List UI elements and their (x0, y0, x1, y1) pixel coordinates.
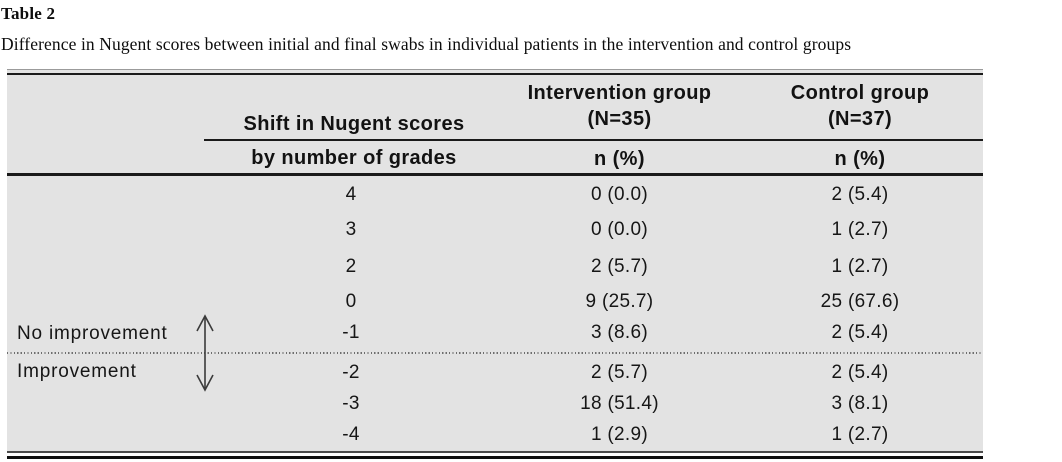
table-label: Table 2 (1, 4, 56, 23)
intervention-cell: 18 (51.4) (580, 393, 659, 414)
table-row: 0 9 (25.7) 25 (67.6) (7, 289, 983, 315)
control-cell: 2 (5.4) (831, 322, 889, 343)
grade-cell: 0 (345, 291, 357, 312)
table-row: 2 2 (5.7) 1 (2.7) (7, 254, 983, 280)
bottom-rule-thin (7, 451, 983, 453)
intervention-cell: 1 (2.9) (590, 424, 648, 445)
control-cell: 2 (5.4) (831, 184, 889, 205)
grade-cell: -2 (342, 362, 360, 383)
grade-cell: -4 (342, 424, 360, 445)
grade-cell: -1 (342, 322, 360, 343)
intervention-group-n: (N=35) (587, 108, 652, 130)
improvement-label: Improvement (17, 361, 137, 382)
intervention-cell: 2 (5.7) (590, 256, 648, 277)
control-cell: 1 (2.7) (831, 219, 889, 240)
table-row: -2 2 (5.7) 2 (5.4) (7, 360, 983, 386)
no-improvement-label: No improvement (17, 323, 168, 344)
grade-cell: -3 (342, 393, 360, 414)
top-rule-thin (7, 69, 983, 70)
intervention-group-header: Intervention group (527, 82, 712, 104)
top-rule (7, 72, 983, 76)
table-caption-block: Table 2 Difference in Nugent scores betw… (1, 4, 1062, 54)
stub-header-line2: by number of grades (251, 147, 457, 169)
bottom-rule (7, 455, 983, 459)
header-spanner-rule (204, 139, 983, 142)
control-cell: 3 (8.1) (831, 393, 889, 414)
table-caption-text: Difference in Nugent scores between init… (1, 34, 852, 54)
control-group-header: Control group (790, 82, 930, 104)
control-group-n: (N=37) (827, 108, 893, 130)
nugent-shift-table: Shift in Nugent scores by number of grad… (7, 69, 983, 461)
intervention-cell: 2 (5.7) (590, 362, 648, 383)
table-row: -1 3 (8.6) 2 (5.4) (7, 320, 983, 346)
intervention-cell: 3 (8.6) (590, 322, 648, 343)
table-row: -3 18 (51.4) 3 (8.1) (7, 391, 983, 417)
intervention-cell: 0 (0.0) (590, 219, 648, 240)
table-background (7, 70, 983, 452)
intervention-npct-header: n (%) (594, 148, 645, 170)
double-headed-arrow-icon (190, 312, 220, 394)
table-row: -4 1 (2.9) 1 (2.7) (7, 422, 983, 448)
grade-cell: 2 (345, 256, 357, 277)
control-cell: 1 (2.7) (831, 256, 889, 277)
header-bottom-rule (7, 173, 983, 176)
control-cell: 2 (5.4) (831, 362, 889, 383)
grade-cell: 3 (345, 219, 357, 240)
control-cell: 1 (2.7) (831, 424, 889, 445)
control-cell: 25 (67.6) (820, 291, 900, 312)
stub-header-line1: Shift in Nugent scores (243, 113, 465, 135)
table-row: 3 0 (0.0) 1 (2.7) (7, 217, 983, 243)
intervention-cell: 9 (25.7) (585, 291, 654, 312)
control-npct-header: n (%) (834, 148, 886, 170)
grade-cell: 4 (345, 184, 357, 205)
intervention-cell: 0 (0.0) (590, 184, 648, 205)
table-row: 4 0 (0.0) 2 (5.4) (7, 182, 983, 208)
improvement-divider-dotted-rule (7, 352, 983, 354)
